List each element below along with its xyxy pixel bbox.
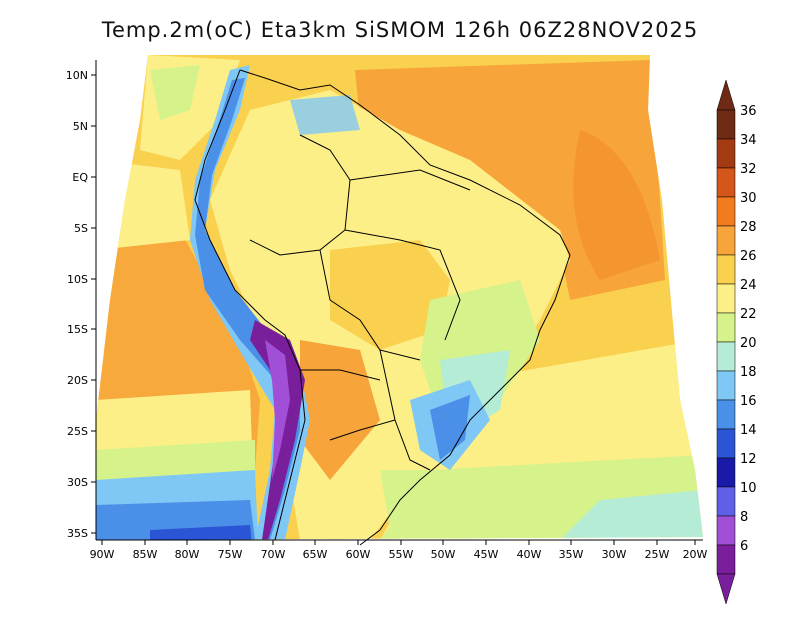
lon-label: 20W	[683, 548, 708, 561]
colorbar-label: 36	[740, 104, 757, 119]
lon-label: 30W	[602, 548, 627, 561]
latitude-labels: 10N 5N EQ 5S 10S 15S 20S 25S 30S 35S	[66, 69, 96, 540]
lon-label: 50W	[431, 548, 456, 561]
lon-label: 90W	[90, 548, 115, 561]
colorbar-segment	[716, 225, 736, 256]
colorbar-segment	[716, 428, 736, 459]
lon-label: 60W	[346, 548, 371, 561]
lon-label: 40W	[517, 548, 542, 561]
lon-label: 75W	[218, 548, 243, 561]
lon-tick: 85W	[133, 540, 158, 561]
colorbar-segment	[716, 312, 736, 343]
lon-tick: 70W	[261, 540, 286, 561]
colorbar-segment	[716, 196, 736, 227]
lat-label: 5N	[73, 120, 88, 133]
lon-tick: 20W	[683, 540, 708, 561]
lat-label: 5S	[74, 222, 88, 235]
colorbar-label: 12	[740, 452, 757, 467]
lon-tick: 75W	[218, 540, 243, 561]
lon-label: 25W	[645, 548, 670, 561]
lon-tick: 30W	[602, 540, 627, 561]
lon-label: 45W	[474, 548, 499, 561]
colorbar-label: 20	[740, 336, 757, 351]
lon-label: 55W	[389, 548, 414, 561]
colorbar-label: 14	[740, 423, 757, 438]
colorbar-label: 26	[740, 249, 757, 264]
colorbar-bottom-arrow	[716, 573, 736, 605]
south-america-coastline	[239, 69, 571, 546]
colorbar-label: 6	[740, 539, 748, 554]
lat-label: 25S	[67, 425, 88, 438]
lat-label: 20S	[67, 374, 88, 387]
lat-tick: 10S	[67, 273, 96, 286]
colorbar-label: 32	[740, 162, 757, 177]
colorbar-segment	[716, 544, 736, 575]
lat-tick: 25S	[67, 425, 96, 438]
lat-tick: 20S	[67, 374, 96, 387]
lon-label: 85W	[133, 548, 158, 561]
colorbar-segment	[716, 283, 736, 314]
lon-tick: 40W	[517, 540, 542, 561]
lon-tick: 55W	[389, 540, 414, 561]
lon-tick: 25W	[645, 540, 670, 561]
colorbar-label: 18	[740, 365, 757, 380]
lat-label: 30S	[67, 476, 88, 489]
lat-tick: 5S	[74, 222, 96, 235]
colorbar-label: 22	[740, 307, 757, 322]
lat-label: 35S	[67, 527, 88, 540]
colorbar-label: 24	[740, 278, 757, 293]
colorbar-label: 28	[740, 220, 757, 235]
lon-tick: 80W	[175, 540, 200, 561]
lon-tick: 60W	[346, 540, 371, 561]
lon-tick: 65W	[303, 540, 328, 561]
lon-tick: 45W	[474, 540, 499, 561]
lat-tick: 15S	[67, 323, 96, 336]
lat-tick: 5N	[73, 120, 96, 133]
lon-label: 65W	[303, 548, 328, 561]
colorbar-segment	[716, 515, 736, 546]
lon-tick: 90W	[90, 540, 115, 561]
lon-label: 35W	[559, 548, 584, 561]
lat-label: 10S	[67, 273, 88, 286]
lon-tick: 35W	[559, 540, 584, 561]
colorbar-segment	[716, 486, 736, 517]
lon-label: 80W	[175, 548, 200, 561]
colorbar-segment	[716, 167, 736, 198]
colorbar-segment	[716, 399, 736, 430]
colorbar: 36 34 32 30 28 26 24 22 20 18 16 14 12 10 8 6	[716, 79, 757, 605]
lat-tick: 35S	[67, 527, 96, 540]
temperature-field	[96, 55, 703, 540]
colorbar-segment	[716, 138, 736, 169]
colorbar-segment	[716, 254, 736, 285]
lat-label: EQ	[72, 171, 88, 184]
lat-tick: 10N	[66, 69, 96, 82]
colorbar-segment	[716, 341, 736, 372]
lon-tick: 50W	[431, 540, 456, 561]
colorbar-label: 10	[740, 481, 757, 496]
colorbar-label: 16	[740, 394, 757, 409]
colorbar-label: 30	[740, 191, 757, 206]
longitude-labels: 90W 85W 80W 75W 70W 65W 60W 55W 50W 45W …	[90, 540, 708, 561]
colorbar-label: 34	[740, 133, 757, 148]
lat-label: 15S	[67, 323, 88, 336]
lat-tick: 30S	[67, 476, 96, 489]
lat-tick: EQ	[72, 171, 96, 184]
colorbar-segment	[716, 109, 736, 140]
lat-label: 10N	[66, 69, 88, 82]
colorbar-segment	[716, 370, 736, 401]
colorbar-segment	[716, 457, 736, 488]
colorbar-top-arrow	[716, 79, 736, 111]
map-title: Temp.2m(oC) Eta3km SiSMOM 126h 06Z28NOV2…	[101, 18, 699, 42]
lon-label: 70W	[261, 548, 286, 561]
colorbar-label: 8	[740, 510, 748, 525]
country-borders	[194, 69, 571, 546]
map-axes	[95, 60, 703, 541]
